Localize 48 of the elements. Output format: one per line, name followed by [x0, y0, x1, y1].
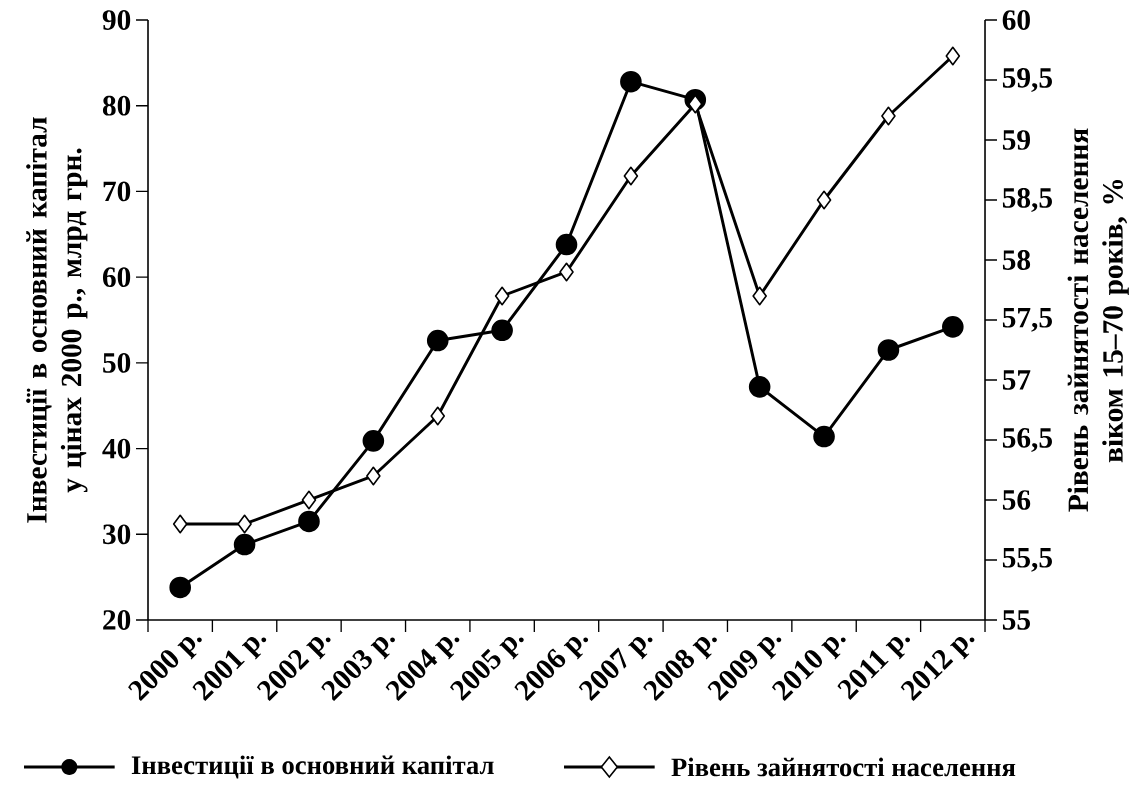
y-tick-label: 80 — [102, 95, 131, 116]
point — [494, 286, 510, 306]
point — [366, 466, 381, 486]
point — [877, 339, 900, 361]
point — [362, 430, 385, 452]
y-tick-label: 60 — [102, 267, 131, 288]
point — [813, 425, 835, 448]
y2-tick-label: 55 — [1002, 610, 1030, 630]
y-tick-label: 30 — [103, 524, 131, 545]
y2-tick-label: 60 — [1002, 10, 1030, 30]
point — [687, 94, 703, 114]
point — [942, 316, 964, 338]
y2-tick-label: 58 — [1002, 250, 1031, 270]
y-tick-label: 70 — [103, 181, 131, 202]
y-tick-label: 90 — [102, 10, 131, 30]
y2-tick-label: 58,5 — [1002, 187, 1052, 213]
y-tick-label: 50 — [103, 352, 131, 373]
point — [169, 576, 191, 599]
point — [301, 490, 317, 510]
point — [748, 376, 771, 398]
y2-tick-label: 59 — [1002, 130, 1030, 150]
point — [559, 262, 574, 282]
point — [426, 329, 449, 352]
point — [620, 70, 642, 93]
point — [237, 514, 252, 534]
point — [233, 533, 256, 556]
y2-tick-label: 57,5 — [1002, 308, 1052, 332]
y2-tick-label: 56 — [1002, 490, 1031, 510]
y2-tick-label: 55,5 — [1002, 548, 1052, 572]
point — [555, 233, 578, 256]
point — [945, 46, 961, 66]
y2-tick-label: 57 — [1002, 370, 1031, 390]
point — [752, 286, 767, 306]
point — [430, 406, 446, 426]
y2-tick-label: 59,5 — [1002, 68, 1052, 92]
legend-label: Інвестиції в основний капітал — [131, 755, 494, 779]
point — [491, 319, 513, 342]
y2-axis-title: Рівень зайнятості населення віком 15–70 років, % — [1067, 128, 1129, 512]
y2-tick-label: 56,5 — [1002, 428, 1052, 452]
y-tick-label: 20 — [103, 610, 131, 630]
point — [816, 190, 832, 210]
y-axis-title: Інвестиції в основний капітал у цінах 2000 р., млрд грн. — [26, 117, 88, 523]
y-tick-label: 40 — [102, 438, 131, 459]
point — [298, 510, 320, 533]
point — [623, 166, 639, 186]
point — [172, 514, 188, 534]
point — [881, 106, 896, 126]
legend-label: Рівень зайнятості населення — [671, 757, 1016, 777]
